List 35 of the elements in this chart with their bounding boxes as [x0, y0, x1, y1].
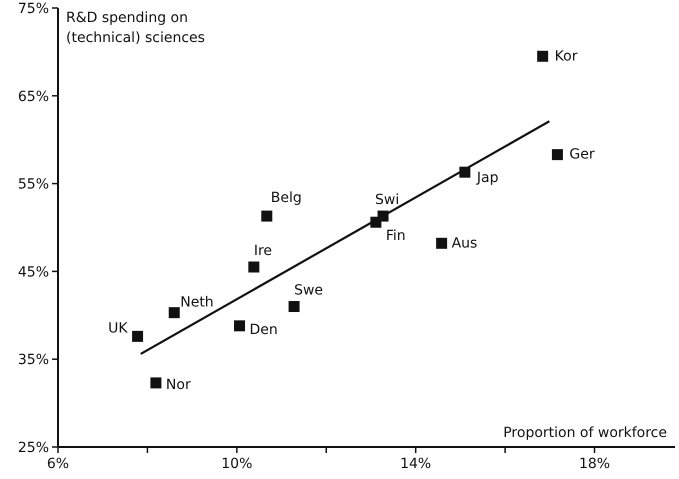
annotation: Swe [294, 282, 324, 299]
y-tick-label: 25% [18, 440, 49, 456]
point [552, 149, 563, 160]
y-axis-title: R&D spending on (technical) sciences [66, 10, 205, 46]
annotation: Neth [180, 294, 214, 311]
x-tick-label: 14% [400, 456, 432, 472]
y-tick-label: 55% [18, 176, 49, 193]
annotation: Fin [386, 228, 406, 244]
x-axis-title: Proportion of workforce [503, 425, 667, 441]
point [168, 307, 180, 318]
annotation: Ire [254, 243, 272, 260]
point [150, 377, 162, 388]
annotation: Ger [569, 146, 595, 163]
point [132, 330, 144, 342]
annotation: Den [250, 322, 278, 338]
annotation: Swi [375, 192, 400, 208]
annotation: Jap [476, 170, 499, 186]
annotation: Kor [554, 48, 578, 64]
annotation: Aus [452, 235, 478, 252]
point [261, 210, 272, 222]
annotation: Nor [166, 376, 191, 393]
y-tick-label: 65% [18, 88, 49, 105]
x-tick-label: 6% [46, 456, 70, 472]
y-tick-label: 75% [18, 1, 49, 17]
annotation: Belg [270, 190, 302, 206]
y-tick-label: 45% [18, 264, 49, 280]
x-tick-label: 10% [221, 456, 252, 472]
point [537, 50, 548, 62]
point [234, 320, 246, 332]
point [248, 262, 260, 273]
annotation: UK [108, 320, 128, 336]
point [436, 238, 448, 249]
x-tick-label: 18% [578, 456, 610, 472]
point [288, 301, 300, 312]
y-tick-label: 35% [18, 352, 49, 368]
